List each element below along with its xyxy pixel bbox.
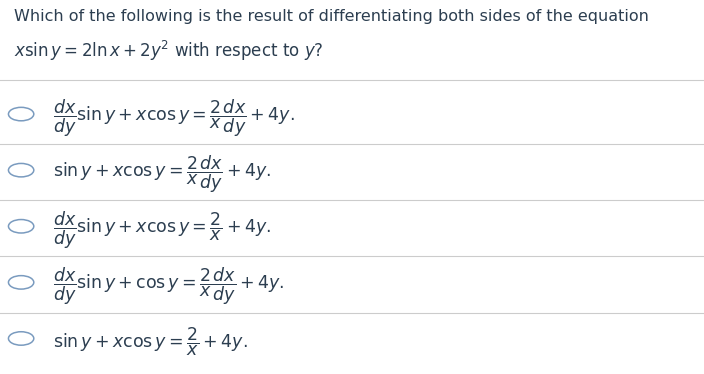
Text: $x \sin y = 2 \ln x + 2y^2$ with respect to $y$?: $x \sin y = 2 \ln x + 2y^2$ with respect… [14,39,324,63]
Text: Which of the following is the result of differentiating both sides of the equati: Which of the following is the result of … [14,9,649,24]
Text: $\dfrac{dx}{dy}\sin y + x\cos y = \dfrac{2}{x} + 4y.$: $\dfrac{dx}{dy}\sin y + x\cos y = \dfrac… [53,209,271,251]
Text: $\sin y + x\cos y = \dfrac{2}{x} + 4y.$: $\sin y + x\cos y = \dfrac{2}{x} + 4y.$ [53,326,248,358]
Text: $\dfrac{dx}{dy}\sin y + x\cos y = \dfrac{2}{x}\dfrac{dx}{dy} + 4y.$: $\dfrac{dx}{dy}\sin y + x\cos y = \dfrac… [53,97,294,138]
Text: $\sin y + x\cos y = \dfrac{2}{x}\dfrac{dx}{dy} + 4y.$: $\sin y + x\cos y = \dfrac{2}{x}\dfrac{d… [53,153,271,194]
Text: $\dfrac{dx}{dy}\sin y + \cos y = \dfrac{2}{x}\dfrac{dx}{dy} + 4y.$: $\dfrac{dx}{dy}\sin y + \cos y = \dfrac{… [53,266,284,307]
